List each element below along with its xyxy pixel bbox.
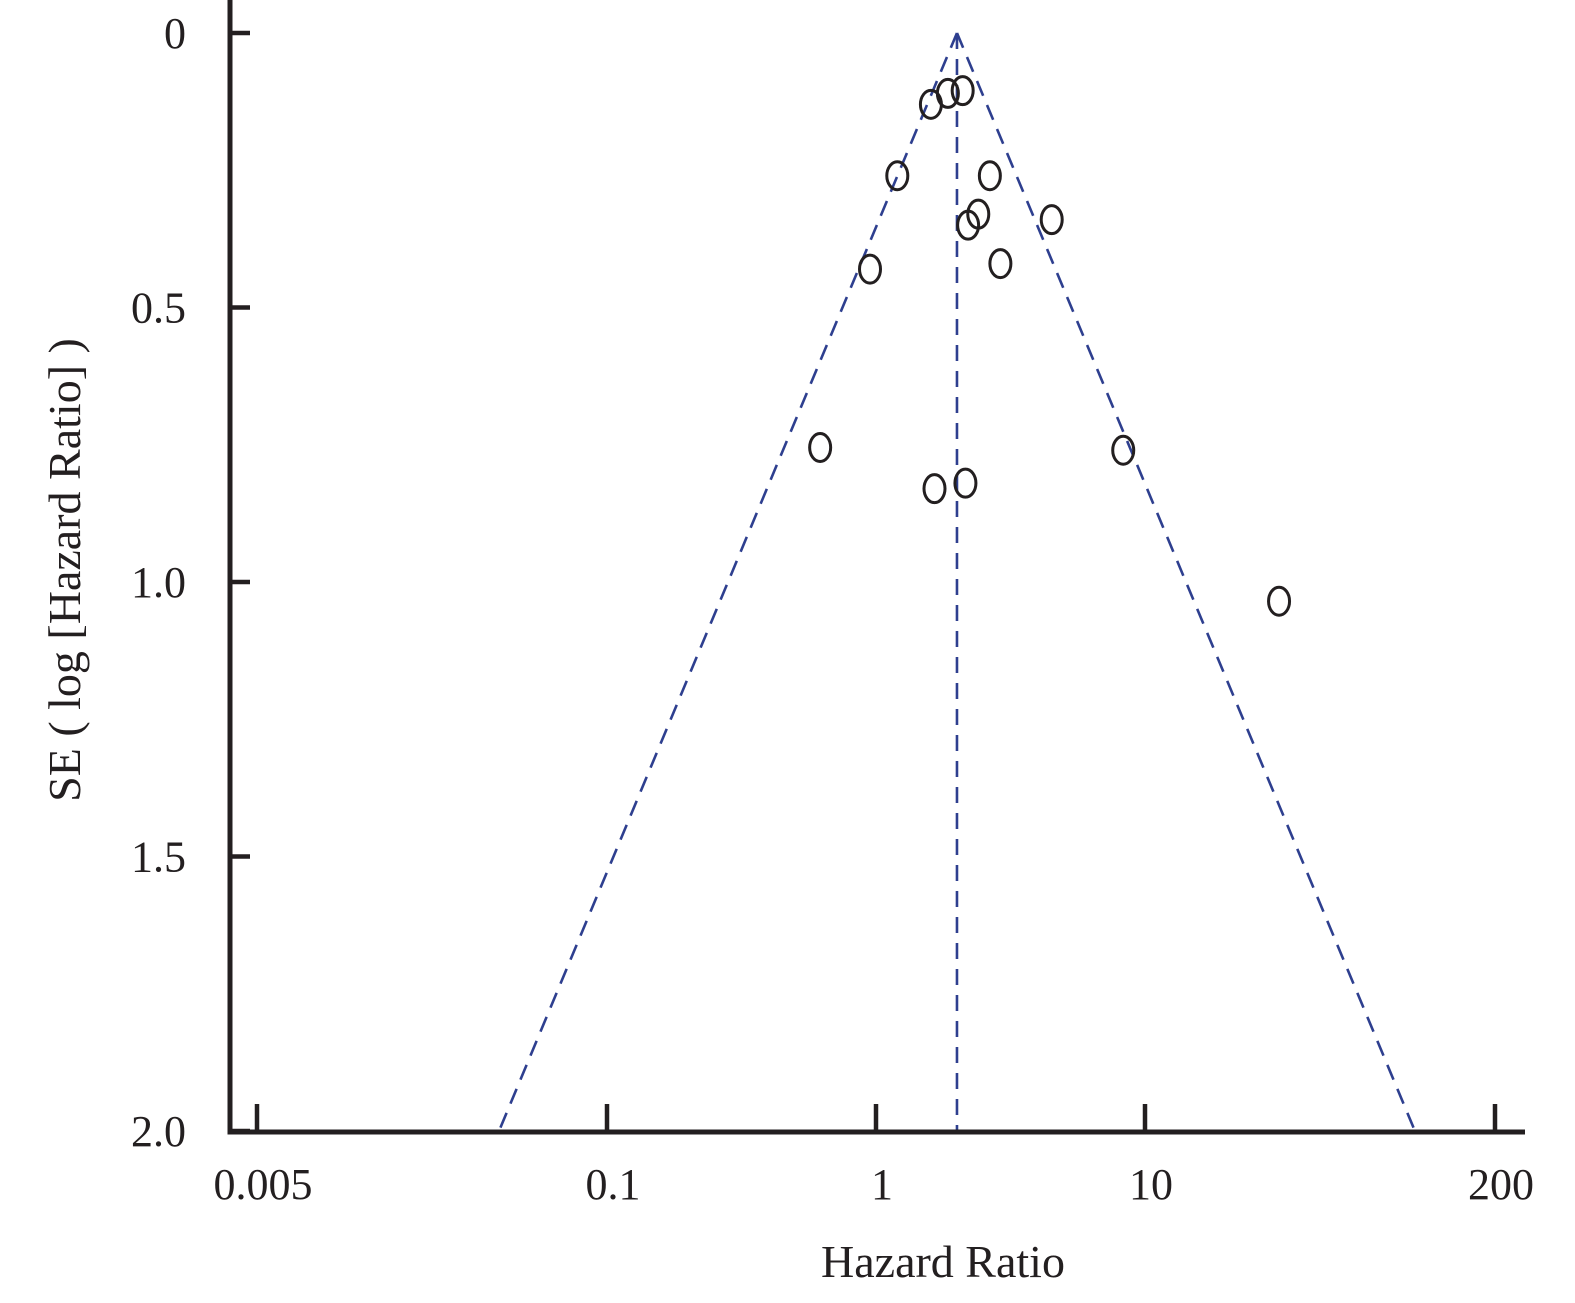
x-tick-label: 1 <box>871 1160 893 1209</box>
study-point-3 <box>918 88 943 120</box>
study-point-5 <box>977 160 1002 192</box>
funnel-left-bound <box>497 32 959 1132</box>
y-tick-label: 1.5 <box>131 833 186 882</box>
x-axis-title: Hazard Ratio <box>821 1236 1065 1287</box>
study-point-4 <box>885 160 910 192</box>
study-point-11 <box>808 431 833 463</box>
x-tick-label: 200 <box>1468 1160 1534 1209</box>
x-tick-label: 0.005 <box>214 1160 313 1209</box>
study-points <box>808 75 1292 617</box>
study-point-7 <box>956 209 981 241</box>
study-point-9 <box>858 253 883 285</box>
x-tick-label: 10 <box>1129 1160 1173 1209</box>
y-tick-label: 1.0 <box>131 558 186 607</box>
study-point-13 <box>953 467 978 499</box>
y-axis-title: SE ( log [Hazard Ratio] ) <box>39 338 90 802</box>
study-point-12 <box>1111 434 1136 466</box>
x-axis-ticks: 0.005 0.1 1 10 200 <box>214 1104 1534 1209</box>
y-tick-label: 2.0 <box>131 1107 186 1156</box>
funnel-right-bound <box>955 32 1417 1132</box>
y-tick-label: 0 <box>164 9 186 58</box>
study-point-2 <box>950 75 975 107</box>
study-point-14 <box>922 473 947 505</box>
study-point-15 <box>1267 585 1292 617</box>
axes-frame <box>227 0 1525 1135</box>
y-axis-ticks: 0 0.5 1.0 1.5 2.0 <box>131 9 250 1156</box>
x-tick-label: 0.1 <box>586 1160 641 1209</box>
study-point-10 <box>988 248 1013 280</box>
axes <box>227 0 1525 1135</box>
funnel-lines <box>497 32 1417 1132</box>
study-point-8 <box>1039 204 1064 236</box>
y-tick-label: 0.5 <box>131 284 186 333</box>
